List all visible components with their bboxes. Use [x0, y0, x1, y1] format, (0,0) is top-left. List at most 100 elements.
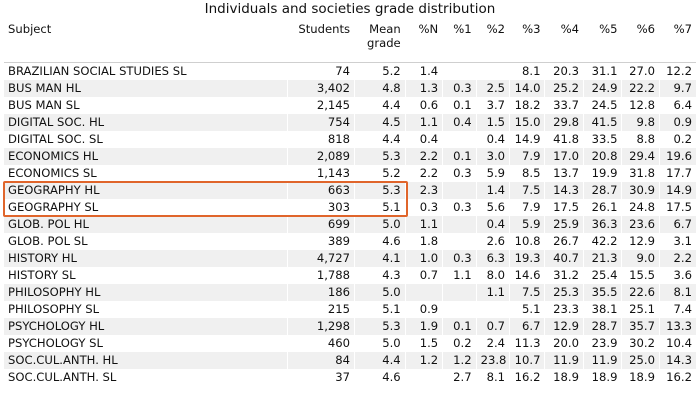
subject-cell: HISTORY HL: [4, 250, 288, 267]
value-cell: 5.0: [354, 216, 406, 233]
value-cell: 14.6: [509, 267, 545, 284]
value-cell: 11.3: [509, 335, 545, 352]
value-cell: 3.6: [658, 267, 696, 284]
value-cell: 4.1: [354, 250, 406, 267]
value-cell: 5.6: [475, 199, 510, 216]
subject-cell: BUS MAN HL: [4, 80, 288, 97]
value-cell: 2.2: [404, 165, 443, 182]
value-cell: 2.2: [658, 250, 696, 267]
value-cell: 18.2: [509, 97, 545, 114]
value-cell: 12.9: [621, 233, 660, 250]
subject-cell: GEOGRAPHY HL: [4, 182, 288, 199]
value-cell: 4.4: [354, 131, 406, 148]
value-cell: 27.0: [621, 62, 660, 80]
column-header-4: %4: [544, 19, 584, 63]
value-cell: 8.1: [658, 284, 696, 301]
value-cell: 5.3: [354, 318, 406, 335]
value-cell: 1.8: [404, 233, 443, 250]
value-cell: 1.3: [404, 80, 443, 97]
value-cell: 19.9: [582, 165, 622, 182]
value-cell: 754: [287, 114, 355, 131]
value-cell: 14.9: [658, 182, 696, 199]
value-cell: 4.8: [354, 80, 406, 97]
subject-cell: PSYCHOLOGY HL: [4, 318, 288, 335]
value-cell: 18.9: [621, 369, 660, 386]
value-cell: 31.8: [621, 165, 660, 182]
value-cell: 7.4: [658, 301, 696, 318]
value-cell: 4.6: [354, 233, 406, 250]
value-cell: 36.3: [582, 216, 622, 233]
column-header-6: %6: [621, 19, 660, 63]
value-cell: 2.3: [404, 182, 443, 199]
subject-cell: ECONOMICS SL: [8, 166, 97, 180]
value-cell: 25.4: [582, 267, 622, 284]
value-cell: 7.9: [509, 148, 545, 165]
value-cell: 5.9: [509, 216, 545, 233]
table-row: ECONOMICS SL 1,143 5.2 2.2 0.3 5.9 8.5 13.7 19.9…: [4, 165, 696, 182]
table-header-row: Subject Students Mean grade %N %1 %2 %3 %4 %5 %6%…: [4, 19, 696, 63]
value-cell: 23.8: [475, 352, 510, 369]
value-cell: 14.9: [509, 131, 545, 148]
column-header-5: %5: [582, 19, 622, 63]
subject-cell: BUS MAN SL: [8, 98, 80, 112]
value-cell: 25.0: [621, 352, 660, 369]
table-row: PSYCHOLOGY HL 1,298 5.3 1.9 0.1 0.7 6.7 12.9 28.…: [4, 318, 696, 335]
value-cell: 5.3: [354, 148, 406, 165]
value-cell: 2.7: [442, 369, 477, 386]
value-cell: 4.4: [354, 352, 406, 369]
value-cell: 1.5: [475, 114, 510, 131]
subject-cell: DIGITAL SOC. HL: [4, 114, 288, 131]
value-cell: 12.8: [621, 97, 660, 114]
value-cell: 8.0: [475, 267, 510, 284]
value-cell: 20.0: [544, 335, 584, 352]
table-row: SOC.CUL.ANTH. HL 84 4.4 1.2 1.2 23.8 10.7 11.9 1…: [4, 352, 696, 369]
value-cell: 28.7: [582, 182, 622, 199]
value-cell: 1.4: [404, 62, 443, 80]
value-cell: 0.1: [442, 97, 477, 114]
value-cell: 5.0: [354, 284, 406, 301]
value-cell: 28.7: [582, 318, 622, 335]
table-body: BRAZILIAN SOCIAL STUDIES SL 74 5.2 1.4 8.1 20…: [4, 62, 696, 386]
value-cell: 19.6: [658, 148, 696, 165]
value-cell: 84: [287, 352, 355, 369]
value-cell: 5.2: [354, 62, 406, 80]
table-row: BUS MAN HL 3,402 4.8 1.3 0.3 2.5 14.0 25.2 24.9 2…: [4, 80, 696, 97]
value-cell: [442, 131, 477, 148]
value-cell: 40.7: [544, 250, 584, 267]
value-cell: 14.0: [509, 80, 545, 97]
value-cell: 5.1: [509, 301, 545, 318]
column-header-mean-grade: Mean grade: [354, 19, 406, 63]
value-cell: 4.6: [354, 369, 406, 386]
table-row: DIGITAL SOC. SL 818 4.4 0.4 0.4 14.9 41.8 33.5 8…: [4, 131, 696, 148]
value-cell: 13.3: [658, 318, 696, 335]
value-cell: 1.1: [404, 216, 443, 233]
value-cell: 17.0: [544, 148, 584, 165]
value-cell: 7.9: [509, 199, 545, 216]
table-title: Individuals and societies grade distribu…: [204, 1, 496, 17]
value-cell: [442, 284, 477, 301]
value-cell: [442, 301, 477, 318]
table-row: GEOGRAPHY HL 663 5.3 2.3 1.4 7.5 14.3 28.7 30.9 1…: [4, 182, 696, 199]
value-cell: 1.2: [442, 352, 477, 369]
table-row: BRAZILIAN SOCIAL STUDIES SL 74 5.2 1.4 8.1 20…: [4, 62, 696, 80]
value-cell: 0.2: [442, 335, 477, 352]
value-cell: [442, 233, 477, 250]
value-cell: 2.4: [475, 335, 510, 352]
value-cell: 41.5: [582, 114, 622, 131]
table-row: HISTORY SL 1,788 4.3 0.7 1.1 8.0 14.6 31.2 25.4 1…: [4, 267, 696, 284]
column-header-3: %3: [509, 19, 545, 63]
value-cell: 26.7: [544, 233, 584, 250]
value-cell: 30.2: [621, 335, 660, 352]
table-row: HISTORY HL 4,727 4.1 1.0 0.3 6.3 19.3 40.7 21.3 9…: [4, 250, 696, 267]
value-cell: 818: [287, 131, 355, 148]
value-cell: 29.8: [544, 114, 584, 131]
value-cell: 3.0: [475, 148, 510, 165]
value-cell: 10.8: [509, 233, 545, 250]
value-cell: 12.2: [658, 62, 696, 80]
value-cell: 0.2: [658, 131, 696, 148]
value-cell: 18.9: [582, 369, 622, 386]
value-cell: 1.4: [475, 182, 510, 199]
value-cell: 0.7: [475, 318, 510, 335]
grade-distribution-table: Subject Students Mean grade %N %1 %2 %3 %4 %5 %6%…: [4, 19, 696, 386]
value-cell: 1.1: [404, 114, 443, 131]
